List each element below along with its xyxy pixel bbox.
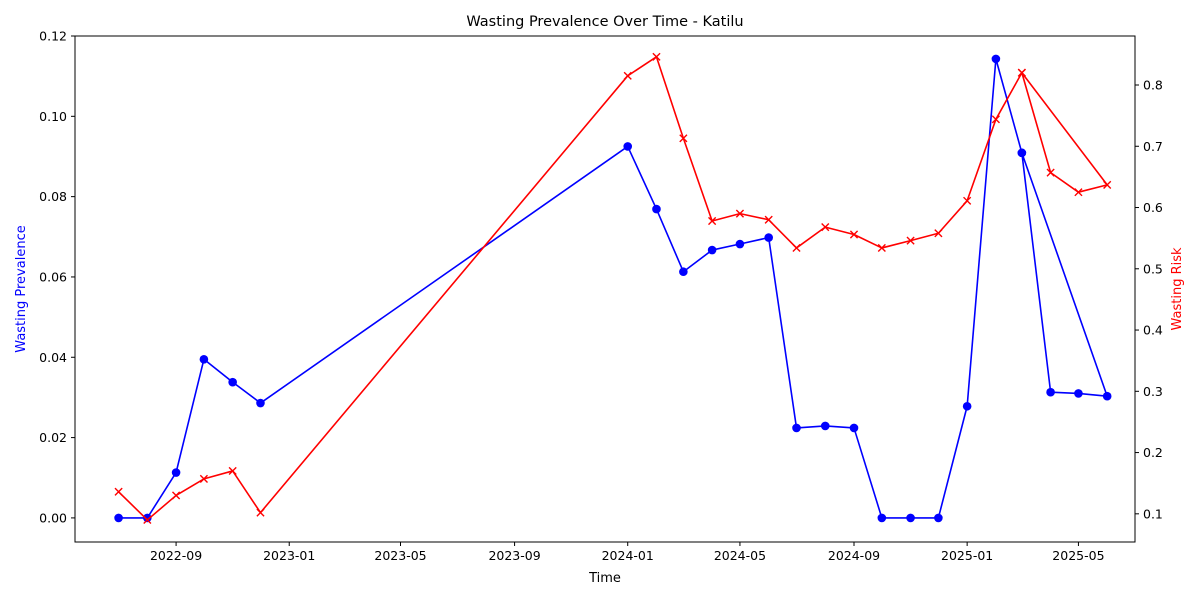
prevalence-point: [199, 354, 209, 364]
prevalence-point: [820, 421, 830, 431]
risk-point: [735, 209, 745, 218]
prevalence-point: [114, 513, 123, 523]
x-tick-label: 2023-01: [263, 548, 315, 563]
prevalence-point: [735, 239, 745, 249]
risk-point: [849, 230, 859, 239]
y-right-axis-label: Wasting Risk: [1170, 247, 1185, 331]
y-left-tick-label: 0.12: [39, 29, 67, 44]
prevalence-point: [764, 233, 773, 242]
risk-point: [708, 216, 717, 226]
risk-point: [934, 229, 943, 238]
plot-frame: [74, 35, 1136, 543]
prevalence-point: [228, 377, 237, 387]
prevalence-line: [118, 58, 1108, 519]
y-left-tick-label: 0.06: [39, 269, 67, 284]
prevalence-point: [991, 54, 1001, 64]
prevalence-point: [623, 142, 633, 151]
prevalence-point: [877, 513, 887, 523]
risk-point: [1103, 180, 1112, 189]
y-right-tick-label: 0.5: [1143, 261, 1163, 276]
axis-ticks: 2022-09 2023-01 2023-05 2023-09 2024-01 2024-…: [39, 29, 1163, 564]
risk-point: [623, 71, 632, 80]
chart-title: Wasting Prevalence Over Time - Katilu: [466, 14, 743, 30]
risk-point: [679, 134, 688, 143]
x-tick-label: 2024-01: [602, 548, 654, 563]
y-right-tick-label: 0.6: [1143, 200, 1163, 215]
risk-point: [228, 466, 237, 476]
risk-line: [118, 56, 1108, 521]
prevalence-point: [652, 204, 661, 214]
prevalence-point: [1102, 391, 1112, 401]
prevalence-point: [934, 513, 943, 523]
risk-point: [143, 515, 152, 525]
x-tick-label: 2024-09: [828, 548, 880, 563]
prevalence-point: [849, 423, 859, 433]
x-tick-label: 2025-01: [941, 548, 993, 563]
prevalence-point: [1074, 389, 1083, 398]
risk-point: [652, 52, 661, 61]
risk-point: [1017, 68, 1026, 77]
y-left-tick-label: 0.00: [39, 510, 67, 525]
risk-point: [199, 474, 209, 483]
y-left-tick-label: 0.10: [39, 109, 67, 124]
prevalence-point: [906, 513, 915, 523]
prevalence-point: [256, 398, 265, 408]
y-right-tick-label: 0.3: [1143, 384, 1163, 399]
y-right-tick-label: 0.7: [1143, 139, 1163, 154]
x-tick-label: 2025-05: [1052, 548, 1104, 563]
risk-point: [114, 487, 123, 496]
y-right-tick-label: 0.1: [1143, 506, 1163, 521]
x-axis-label: Time: [588, 571, 621, 586]
prevalence-point: [679, 267, 688, 277]
risk-point: [256, 508, 265, 517]
x-tick-label: 2024-05: [714, 548, 766, 563]
prevalence-point: [962, 401, 972, 411]
y-left-tick-label: 0.08: [39, 189, 67, 204]
prevalence-point: [792, 423, 801, 433]
risk-point: [764, 215, 773, 224]
prevalence-point: [143, 513, 152, 523]
risk-point: [821, 223, 830, 232]
risk-point: [792, 243, 801, 253]
x-tick-label: 2023-09: [488, 548, 540, 563]
prevalence-point: [1046, 387, 1055, 397]
risk-point: [171, 491, 181, 500]
prevalence-point: [707, 245, 717, 255]
risk-point: [1046, 168, 1055, 177]
y-left-axis-label: Wasting Prevalence: [14, 225, 29, 352]
y-right-tick-label: 0.8: [1143, 78, 1163, 93]
prevalence-point: [1017, 148, 1027, 158]
x-tick-label: 2022-09: [150, 548, 202, 563]
prevalence-point: [171, 468, 181, 477]
y-right-tick-label: 0.4: [1143, 323, 1163, 338]
plot-area: [114, 52, 1112, 525]
risk-point: [991, 115, 1000, 124]
y-right-tick-label: 0.2: [1143, 445, 1163, 460]
y-left-tick-label: 0.04: [39, 350, 67, 365]
risk-point: [877, 243, 886, 253]
risk-point: [906, 236, 915, 245]
risk-point: [1074, 188, 1083, 197]
x-tick-label: 2023-05: [374, 548, 426, 563]
y-left-tick-label: 0.02: [39, 430, 67, 445]
risk-point: [963, 196, 972, 205]
